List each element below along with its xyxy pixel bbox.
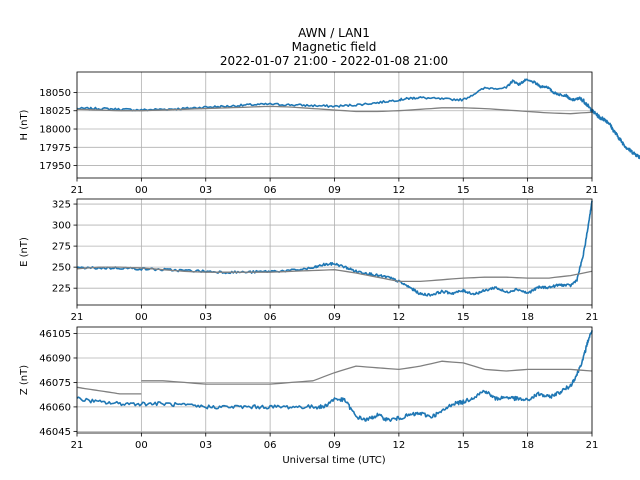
z-y-tick-label: 46075 [39, 378, 71, 389]
z-y-tick-label: 46105 [39, 329, 71, 340]
h-x-tick-label: 09 [328, 185, 341, 196]
e-x-tick-label: 21 [71, 312, 84, 323]
z-baseline-b-line [141, 360, 593, 385]
e-x-tick-label: 15 [457, 312, 470, 323]
h-y-tick-label: 17975 [39, 143, 71, 154]
e-y-tick-label: 250 [52, 263, 71, 274]
z-x-tick-label: 06 [264, 440, 277, 451]
e-y-tick-label: 325 [52, 200, 71, 211]
h-x-tick-label: 00 [135, 185, 148, 196]
e-y-tick-label: 225 [52, 284, 71, 295]
z-x-tick-label: 00 [135, 440, 148, 451]
h-x-tick-label: 15 [457, 185, 470, 196]
z-y-tick-label: 46090 [39, 353, 71, 364]
h-x-tick-label: 18 [521, 185, 534, 196]
h-x-tick-label: 21 [71, 185, 84, 196]
h-component-panel: 21 00 03 06 09 12 15 18 21 17950 17975 18000 18025 18… [19, 71, 640, 196]
e-component-panel: 21 00 03 06 09 12 15 18 21 225 250 275 300 325 E (nT) [19, 198, 599, 323]
z-x-tick-label: 15 [457, 440, 470, 451]
z-x-tick-label: 21 [586, 440, 599, 451]
title-line-2: Magnetic field [292, 40, 377, 54]
e-baseline-line [76, 266, 593, 283]
z-x-tick-label: 18 [521, 440, 534, 451]
z-y-tick-label: 46045 [39, 427, 71, 438]
h-x-tick-label: 03 [199, 185, 212, 196]
h-baseline-line [76, 105, 593, 115]
h-x-tick-label: 12 [393, 185, 406, 196]
e-y-tick-label: 300 [52, 221, 71, 232]
e-x-tick-label: 00 [135, 312, 148, 323]
e-x-tick-label: 18 [521, 312, 534, 323]
z-y-axis-label: Z (nT) [19, 365, 30, 395]
z-observed-line [76, 330, 593, 423]
e-x-tick-label: 03 [199, 312, 212, 323]
z-x-tick-label: 09 [328, 440, 341, 451]
h-y-tick-label: 18025 [39, 106, 71, 117]
z-x-tick-label: 21 [71, 440, 84, 451]
e-x-tick-label: 12 [393, 312, 406, 323]
z-component-panel: 21 00 03 06 09 12 15 18 214604546060460754609046… [19, 326, 599, 451]
h-y-axis-label: H (nT) [19, 109, 30, 140]
title-line-3: 2022-01-07 21:00 - 2022-01-08 21:00 [220, 54, 448, 68]
z-baseline-a-line [76, 386, 142, 395]
h-x-tick-label: 21 [586, 185, 599, 196]
h-x-tick-label: 06 [264, 185, 277, 196]
e-x-tick-label: 06 [264, 312, 277, 323]
e-x-tick-label: 09 [328, 312, 341, 323]
z-y-tick-label: 46060 [39, 402, 71, 413]
h-observed-line [76, 78, 580, 112]
x-axis-label: Universal time (UTC) [282, 455, 385, 466]
e-x-tick-label: 21 [586, 312, 599, 323]
h-y-tick-label: 18050 [39, 88, 71, 99]
e-y-tick-label: 275 [52, 242, 71, 253]
z-x-tick-label: 12 [393, 440, 406, 451]
h-y-tick-label: 17950 [39, 161, 71, 172]
e-y-axis-label: E (nT) [19, 237, 30, 267]
z-x-tick-label: 03 [199, 440, 212, 451]
title-line-1: AWN / LAN1 [298, 26, 370, 40]
h-y-tick-label: 18000 [39, 125, 71, 136]
